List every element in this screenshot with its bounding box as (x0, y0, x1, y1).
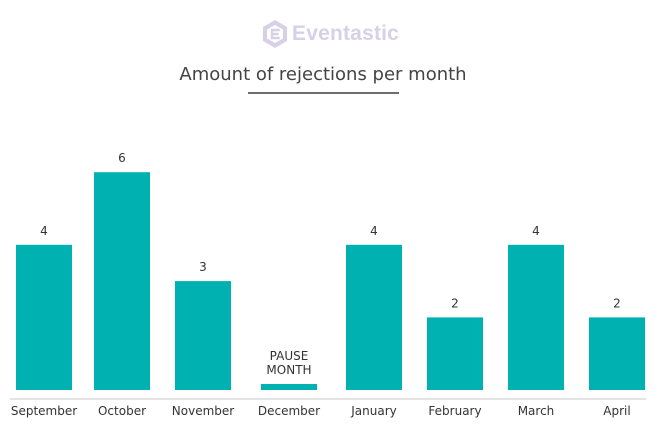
category-label-march: March (518, 404, 555, 418)
value-label-september: 4 (40, 224, 48, 238)
hexagon-e-icon (263, 20, 287, 48)
value-label-february: 2 (451, 296, 459, 310)
bar-september (16, 244, 72, 390)
brand-logo: Eventastic (262, 19, 399, 49)
title-underline (248, 92, 399, 94)
bar-april (589, 317, 645, 390)
value-label-october: 6 (118, 151, 126, 165)
category-label-october: October (98, 404, 146, 418)
chart-title: Amount of rejections per month (179, 64, 467, 85)
value-label-march: 4 (532, 224, 540, 238)
value-label-april: 2 (613, 296, 621, 310)
bar-january (346, 244, 402, 390)
category-label-december: December (258, 404, 320, 418)
category-label-april: April (603, 404, 630, 418)
bar-october (94, 172, 150, 390)
bar-february (427, 317, 483, 390)
brand-name: Eventastic (292, 22, 400, 45)
bar-march (508, 244, 564, 390)
category-label-january: January (350, 404, 397, 418)
bar-november (175, 281, 231, 390)
value-label-november: 3 (199, 260, 207, 274)
category-label-september: September (11, 404, 77, 418)
value-label-december: PAUSE MONTH (266, 349, 311, 377)
value-label-january: 4 (370, 224, 378, 238)
category-label-february: February (428, 404, 481, 418)
bar-december (261, 384, 317, 390)
category-label-november: November (172, 404, 234, 418)
